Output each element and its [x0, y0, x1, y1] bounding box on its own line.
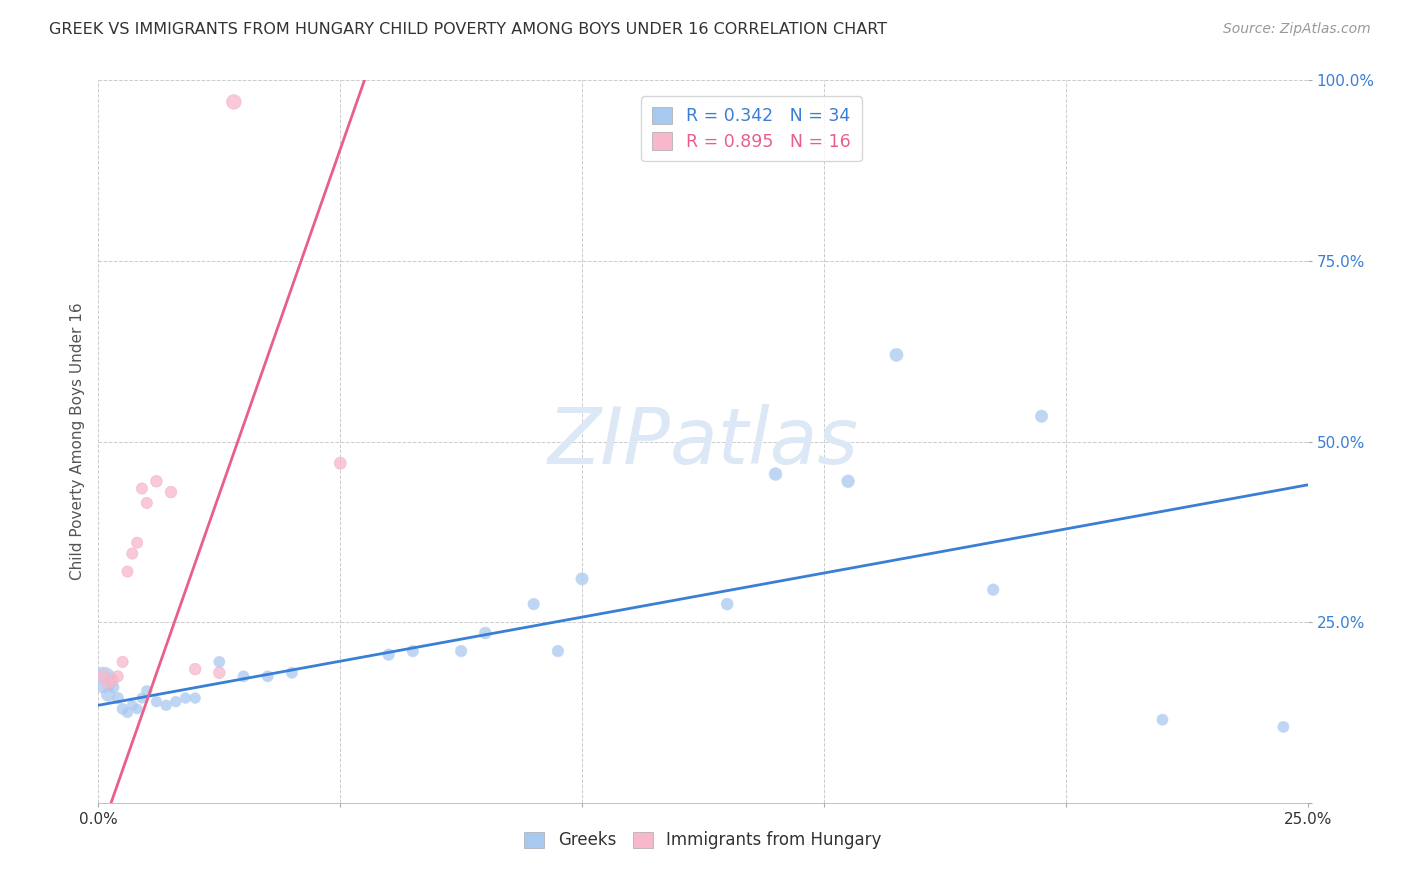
Point — [121, 547, 143, 561]
Point — [91, 673, 114, 687]
Point — [547, 644, 569, 658]
Point — [111, 702, 134, 716]
Point — [145, 475, 167, 489]
Point — [837, 475, 859, 489]
Point — [765, 467, 787, 481]
Y-axis label: Child Poverty Among Boys Under 16: Child Poverty Among Boys Under 16 — [69, 302, 84, 581]
Point — [329, 456, 352, 470]
Point — [117, 565, 139, 579]
Point — [135, 496, 157, 510]
Point — [208, 655, 231, 669]
Text: GREEK VS IMMIGRANTS FROM HUNGARY CHILD POVERTY AMONG BOYS UNDER 16 CORRELATION C: GREEK VS IMMIGRANTS FROM HUNGARY CHILD P… — [49, 22, 887, 37]
Point — [117, 706, 139, 720]
Point — [160, 485, 183, 500]
Point — [716, 597, 738, 611]
Point — [101, 673, 124, 687]
Point — [281, 665, 304, 680]
Point — [97, 687, 120, 701]
Point — [886, 348, 908, 362]
Point — [1152, 713, 1174, 727]
Legend: Greeks, Immigrants from Hungary: Greeks, Immigrants from Hungary — [517, 824, 889, 856]
Point — [127, 535, 149, 549]
Point — [135, 683, 157, 698]
Point — [1272, 720, 1295, 734]
Point — [402, 644, 425, 658]
Point — [256, 669, 278, 683]
Text: ZIPatlas: ZIPatlas — [547, 403, 859, 480]
Point — [377, 648, 399, 662]
Point — [121, 698, 143, 713]
Point — [107, 669, 129, 683]
Point — [97, 676, 120, 690]
Point — [111, 655, 134, 669]
Point — [155, 698, 177, 713]
Point — [450, 644, 472, 658]
Point — [474, 626, 496, 640]
Point — [107, 691, 129, 706]
Point — [91, 669, 114, 683]
Point — [184, 691, 207, 706]
Point — [127, 702, 149, 716]
Point — [174, 691, 197, 706]
Point — [208, 665, 231, 680]
Point — [131, 482, 153, 496]
Point — [165, 695, 187, 709]
Point — [981, 582, 1004, 597]
Point — [523, 597, 546, 611]
Text: Source: ZipAtlas.com: Source: ZipAtlas.com — [1223, 22, 1371, 37]
Point — [101, 680, 124, 694]
Point — [222, 95, 245, 109]
Point — [145, 695, 167, 709]
Point — [571, 572, 593, 586]
Point — [131, 691, 153, 706]
Point — [232, 669, 254, 683]
Point — [184, 662, 207, 676]
Point — [1031, 409, 1053, 424]
